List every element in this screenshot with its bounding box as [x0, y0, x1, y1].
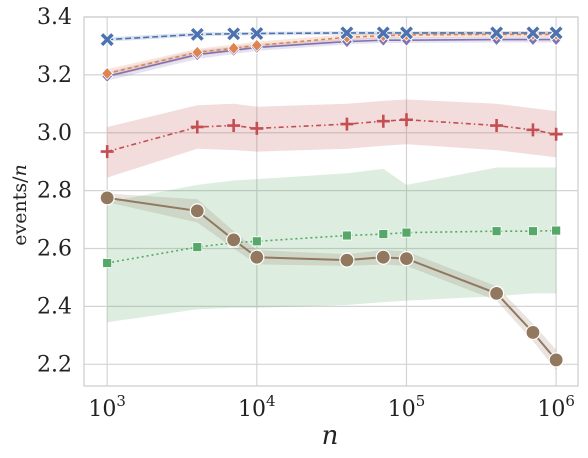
x-tick-label: 104: [238, 392, 276, 422]
x-tick-label: 105: [388, 392, 426, 422]
data-point: [548, 352, 564, 368]
y-tick-label: 3.4: [37, 5, 72, 30]
series-line: [107, 196, 557, 361]
data-point: [189, 203, 205, 219]
data-point: [489, 25, 505, 41]
data-point: [491, 226, 502, 237]
data-point: [548, 25, 564, 41]
series-markers: [99, 25, 564, 368]
confidence-band: [107, 193, 557, 371]
data-point: [250, 121, 264, 135]
data-point: [99, 190, 115, 206]
y-axis-title-italic: n: [9, 164, 31, 176]
y-tick-label: 3.0: [37, 121, 72, 146]
data-point: [339, 25, 355, 41]
y-tick-label: 2.8: [37, 179, 72, 204]
data-point: [339, 252, 355, 268]
y-tick-label: 2.6: [37, 237, 72, 262]
data-point: [226, 26, 242, 42]
data-point: [99, 32, 115, 48]
data-point: [376, 114, 390, 128]
data-point: [375, 25, 391, 41]
data-point: [399, 113, 413, 127]
confidence-band: [107, 99, 557, 178]
data-point: [525, 25, 541, 41]
data-point: [401, 227, 412, 238]
data-point: [525, 324, 541, 341]
confidence-band: [107, 167, 557, 323]
x-tick-label: 103: [88, 392, 126, 422]
series-line: [107, 32, 557, 41]
data-point: [250, 38, 263, 52]
series-lines: [106, 32, 557, 361]
y-tick-label: 3.2: [37, 63, 72, 88]
plot-frame: [83, 16, 579, 387]
y-tick-label: 2.2: [37, 352, 72, 377]
series-line: [107, 33, 557, 75]
x-tick-label: 106: [537, 392, 575, 422]
data-point: [398, 251, 415, 267]
data-point: [102, 258, 113, 268]
data-point: [192, 242, 203, 252]
data-point: [249, 249, 265, 265]
data-point: [549, 127, 563, 141]
y-tick-labels: 2.2 2.4 2.6 2.8 3.0 3.2 3.4: [37, 5, 72, 377]
x-axis-title: n: [322, 421, 339, 451]
y-axis-title: events/n: [9, 164, 31, 246]
data-point: [488, 285, 505, 301]
data-point: [340, 117, 354, 131]
data-point: [342, 230, 352, 241]
y-tick-label: 2.4: [37, 294, 72, 319]
data-point: [526, 123, 540, 137]
data-point: [251, 236, 262, 247]
data-point: [227, 119, 241, 133]
data-point: [226, 232, 242, 248]
data-point: [490, 119, 504, 133]
data-point: [375, 249, 391, 265]
data-point: [227, 41, 240, 55]
data-point: [528, 226, 538, 237]
data-point: [190, 120, 204, 134]
y-axis-title-main: events/: [9, 176, 31, 246]
data-point: [551, 225, 562, 236]
data-point: [191, 45, 204, 59]
data-point: [100, 145, 114, 159]
x-tick-labels: 103 104 105 106: [88, 392, 574, 422]
data-point: [101, 66, 114, 81]
series-line: [107, 38, 557, 78]
data-point: [189, 26, 205, 42]
data-point: [398, 25, 415, 41]
data-point: [249, 25, 265, 42]
data-point: [378, 229, 389, 239]
